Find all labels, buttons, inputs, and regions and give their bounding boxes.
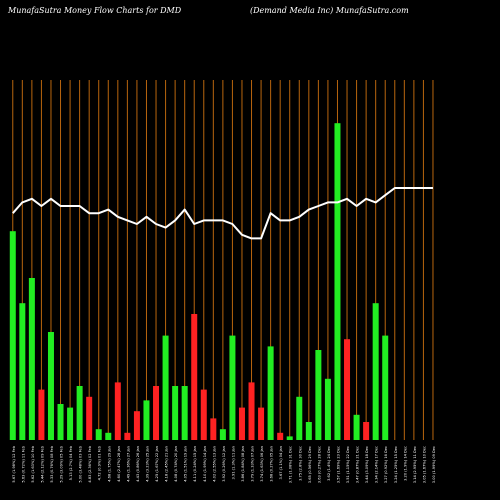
x-tick-label: 5.67 (1.98%) 12 Feb [12, 445, 16, 482]
x-tick-label: 3.86 (1.84%) 08 Jan [241, 446, 245, 482]
x-tick-label: 4.72 (0.9%) 01 Feb [98, 445, 102, 480]
x-tick-label: 3.92 (0.26%) 12 Jan [222, 446, 226, 482]
x-tick-label: 4.18 (2.45%) 21 Jan [165, 446, 169, 482]
bar [77, 386, 83, 440]
x-tick-label: 4.60 (2.47%) 28 Jan [117, 446, 121, 482]
bar [268, 346, 274, 440]
x-tick-label: 3.05 (1.67%) 10 Dec [422, 446, 426, 483]
bar [38, 390, 44, 440]
x-tick-label: 4.08 (0.74%) 20 Jan [174, 446, 178, 482]
bar [115, 382, 121, 440]
bar [182, 386, 188, 440]
x-tick-label: 3.20 (1.9%) 14 Dec [403, 446, 407, 481]
x-tick-label: 3.63 (0.27%) 28 Dec [317, 446, 321, 483]
x-tick-label: 3.34 (2.14%) 17 Dec [375, 446, 379, 483]
x-tick-label: 4.25 (1.67%) 22 Jan [155, 446, 159, 482]
x-tick-label: 3.24 (1.25%) 15 Dec [394, 446, 398, 483]
x-tick-label: 5.33 (0.76%) 08 Feb [50, 445, 54, 482]
x-tick-label: 3.75 (2.8%) 30 Dec [298, 446, 302, 481]
x-tick-label: 5.29 (3.09%) 05 Feb [60, 445, 64, 482]
bar [344, 339, 350, 440]
bar [382, 336, 388, 440]
bar [105, 433, 111, 440]
bar [10, 231, 16, 440]
x-tick-label: 4.05 (1.51%) 19 Jan [184, 446, 188, 482]
bar [201, 390, 207, 440]
bar [325, 379, 331, 440]
bar [19, 303, 25, 440]
x-tick-label: 5.44 (2.12%) 09 Feb [40, 445, 44, 482]
x-tick-label: 3.47 (0.87%) 21 Dec [356, 446, 360, 483]
chart-subtitle: (Demand Media Inc) MunafaSutra.com [250, 6, 409, 15]
bar [373, 303, 379, 440]
x-tick-label: 5.62 (1.63%) 10 Feb [31, 445, 35, 482]
x-tick-label: 4.68 (1.75%) 29 Jan [107, 446, 111, 482]
x-tick-label: 3.62 (1.4%) 24 Dec [327, 446, 331, 481]
bar [143, 400, 149, 440]
bar [306, 422, 312, 440]
bar [239, 408, 245, 440]
bar [229, 336, 235, 440]
bar [296, 397, 302, 440]
x-tick-label: 5.63 (0.72%) 11 Feb [21, 445, 25, 482]
x-tick-label: 5.13 (2.7%) 04 Feb [69, 445, 73, 480]
x-tick-label: 3.51 (1.15%) 22 Dec [346, 446, 350, 483]
x-tick-label: 3.74 (1.63%) 06 Jan [260, 446, 264, 482]
bar [363, 422, 369, 440]
x-tick-label: 4.11 (0.24%) 15 Jan [193, 446, 197, 482]
bar [134, 411, 140, 440]
bar [86, 397, 92, 440]
x-tick-label: 4.10 (1.99%) 14 Jan [203, 446, 207, 482]
bar [153, 386, 159, 440]
bar [220, 429, 226, 440]
bar [191, 314, 197, 440]
bar [258, 408, 264, 440]
bar [334, 123, 340, 440]
x-tick-label: 3.71 (1.08%) 31 Dec [289, 446, 293, 483]
bar [315, 350, 321, 440]
x-tick-label: 3.91 (1.3%) 11 Jan [231, 446, 235, 479]
x-tick-label: 4.43 (0.86%) 26 Jan [136, 446, 140, 482]
x-tick-label: 3.27 (0.92%) 16 Dec [384, 446, 388, 483]
bar [96, 429, 102, 440]
x-tick-label: 3.57 (1.69%) 23 Dec [336, 446, 340, 483]
bar [172, 386, 178, 440]
bar [29, 278, 35, 440]
bar [249, 382, 255, 440]
bar [58, 404, 64, 440]
bar [48, 332, 54, 440]
x-tick-label: 3.65 (0.56%) 29 Dec [308, 446, 312, 483]
x-tick-label: 3.44 (3.09%) 18 Dec [365, 446, 369, 483]
bar [67, 408, 73, 440]
x-tick-label: 4.83 (2.36%) 02 Feb [88, 445, 92, 482]
bar [124, 433, 130, 440]
x-tick-label: 3.68 (0.27%) 05 Jan [270, 446, 274, 482]
x-tick-label: 3.67 (1.1%) 04 Jan [279, 446, 283, 479]
bar [287, 436, 293, 440]
bar [163, 336, 169, 440]
x-tick-label: 4.49 (1.36%) 27 Jan [126, 446, 130, 482]
x-tick-label: 3.79 (1.33%) 07 Jan [251, 446, 255, 482]
x-tick-label: 4.02 (2.55%) 13 Jan [212, 446, 216, 482]
chart-title: MunafaSutra Money Flow Charts for DMD [8, 6, 181, 15]
x-tick-label: 4.39 (3.23%) 25 Jan [145, 446, 149, 482]
bar [354, 415, 360, 440]
x-tick-label: 5.00 (3.48%) 03 Feb [79, 445, 83, 482]
x-tick-label: 3.00 (1.99%) 09 Dec [432, 446, 436, 483]
bar [277, 433, 283, 440]
bar [210, 418, 216, 440]
x-tick-label: 3.14 (2.95%) 11 Dec [413, 446, 417, 483]
